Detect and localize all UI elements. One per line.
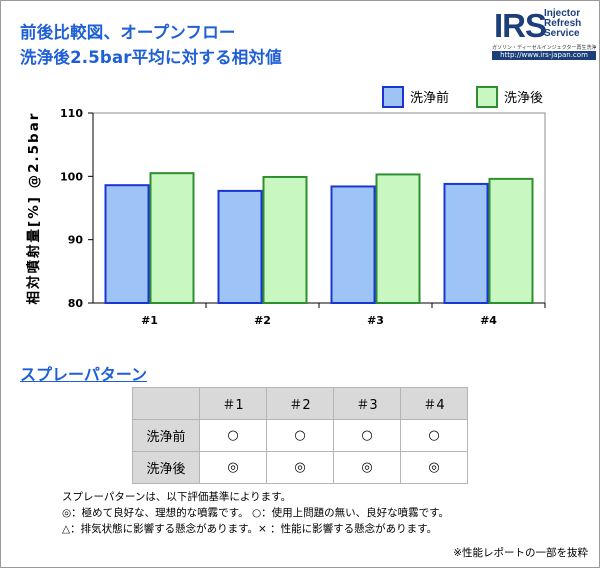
table-header-cell: ＃3 — [333, 387, 401, 420]
logo-word-2: Refresh — [544, 18, 582, 29]
spray-rating-cell: ○ — [400, 419, 468, 452]
legend-swatch — [382, 86, 404, 108]
table-header-cell: ＃4 — [400, 387, 468, 420]
x-tick-label: #3 — [367, 314, 384, 327]
logo-mark: IRS — [494, 7, 547, 44]
spray-rating-cell: ◎ — [333, 451, 401, 484]
row-label-after: 洗浄後 — [132, 451, 200, 484]
spray-rating-cell: ◎ — [199, 451, 267, 484]
row-label-before: 洗浄前 — [132, 419, 200, 452]
bar — [330, 185, 376, 304]
bar — [104, 184, 150, 304]
bar — [149, 172, 195, 304]
table-row: 洗浄後 ◎ ◎ ◎ ◎ — [132, 451, 468, 484]
bar — [375, 173, 421, 304]
spray-pattern-title: スプレーパターン — [20, 365, 148, 384]
spray-rating-cell: ○ — [333, 419, 401, 452]
x-tick-label: #2 — [254, 314, 271, 327]
bar — [217, 189, 263, 304]
logo-url[interactable]: http://www.irs-japan.com — [492, 51, 596, 60]
logo-tagline: ガソリン・ディーゼルインジェクター再生洗浄サービス — [492, 45, 596, 51]
table-header-cell: ＃1 — [199, 387, 267, 420]
evaluation-notes: スプレーパターンは、以下評価基準によります。 ◎：極めて良好な、理想的な噴霧です… — [62, 489, 449, 537]
spray-rating-cell: ○ — [199, 419, 267, 452]
logo-words: Injector Refresh Service — [544, 9, 581, 39]
title-line-2: 洗浄後2.5bar平均に対する相対値 — [20, 48, 282, 67]
y-tick-label: 90 — [68, 234, 84, 247]
x-tick-label: #4 — [480, 314, 497, 327]
note-line: スプレーパターンは、以下評価基準によります。 — [62, 491, 292, 503]
logo-word-1: Injector — [544, 8, 581, 19]
y-axis-label: 相対噴射量[%] @2.5bar — [25, 112, 42, 305]
bar — [443, 182, 489, 304]
legend-label: 洗浄後 — [504, 91, 543, 106]
spray-rating-cell: ○ — [266, 419, 334, 452]
logo-word-3: Service — [544, 28, 580, 39]
y-tick-label: 110 — [60, 107, 83, 120]
x-tick-label: #1 — [141, 314, 158, 327]
table-row: 洗浄前 ○ ○ ○ ○ — [132, 419, 468, 452]
table-corner-cell — [132, 387, 200, 420]
note-line: ◎：極めて良好な、理想的な噴霧です。 ○：使用上問題の無い、良好な噴霧です。 — [62, 507, 450, 519]
title-line-1: 前後比較図、オープンフロー — [20, 23, 236, 42]
note-line: △：排気状態に影響する懸念があります。× ：性能に影響する懸念があります。 — [62, 523, 438, 535]
y-tick-label: 100 — [60, 170, 83, 183]
y-tick-label: 80 — [68, 297, 84, 310]
spray-rating-cell: ◎ — [400, 451, 468, 484]
legend-swatch — [476, 86, 498, 108]
spray-rating-cell: ◎ — [266, 451, 334, 484]
table-header-cell: ＃2 — [266, 387, 334, 420]
spray-pattern-table: ＃1 ＃2 ＃3 ＃4 洗浄前 ○ ○ ○ ○ 洗浄後 ◎ ◎ ◎ ◎ — [132, 387, 468, 484]
excerpt-note: ※性能レポートの一部を抜粋 — [453, 547, 588, 559]
legend-label: 洗浄前 — [410, 90, 449, 106]
bar — [262, 175, 308, 304]
irs-logo: IRS Injector Refresh Service ガソリン・ディーゼルイ… — [492, 6, 596, 62]
table-header-row: ＃1 ＃2 ＃3 ＃4 — [132, 387, 468, 420]
page-title: 前後比較図、オープンフロー 洗浄後2.5bar平均に対する相対値 — [20, 20, 282, 70]
bar — [488, 177, 534, 304]
